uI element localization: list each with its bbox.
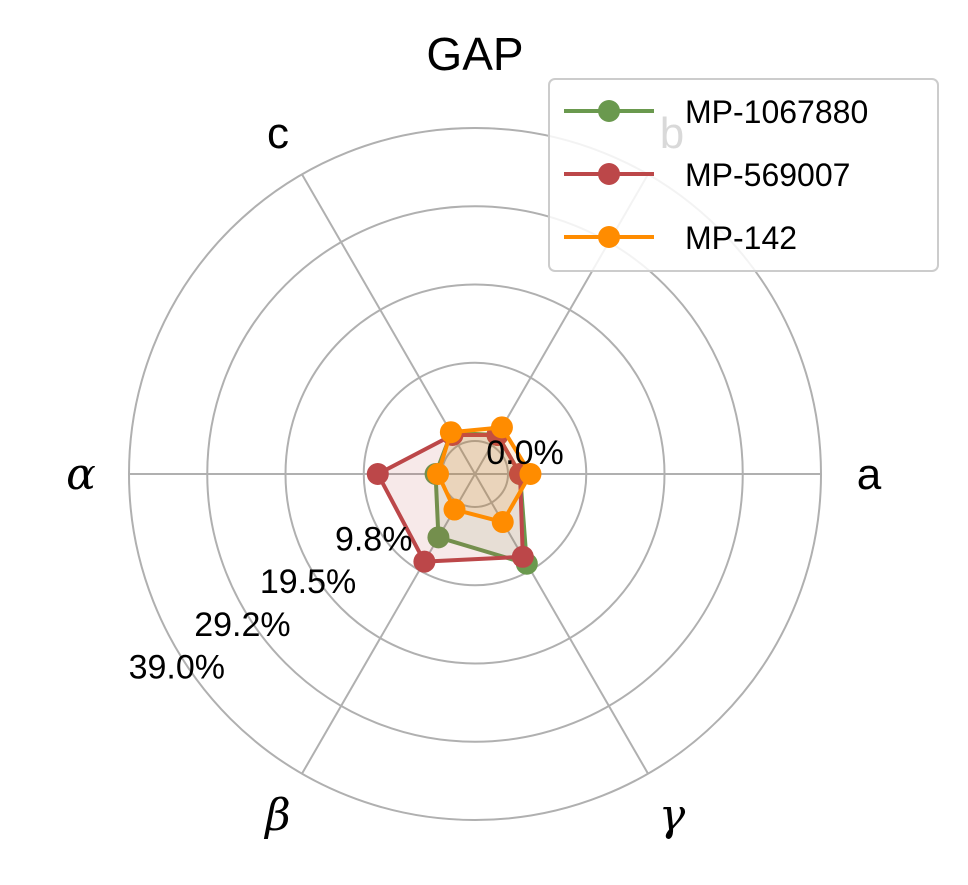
series-point xyxy=(490,416,513,439)
series-layer xyxy=(366,416,542,575)
legend-label: MP-1067880 xyxy=(685,94,868,130)
radial-tick-label: 19.5% xyxy=(260,563,356,601)
legend-item[interactable]: MP-1067880 xyxy=(564,94,868,130)
legend-swatch-marker xyxy=(598,100,620,122)
axis-label: γ xyxy=(659,790,686,841)
series-point xyxy=(427,526,450,549)
legend-frame xyxy=(548,78,939,272)
legend-swatch-marker xyxy=(598,163,620,185)
axis-label: α xyxy=(66,449,96,500)
series-group xyxy=(426,416,542,534)
axis-label: c xyxy=(267,109,289,158)
axis-label: β xyxy=(263,790,290,841)
radial-tick-label: 39.0% xyxy=(129,648,225,686)
legend-item[interactable]: MP-142 xyxy=(564,220,797,256)
label-layer: abcαβγ0.0%9.8%19.5%29.2%39.0% xyxy=(66,109,882,841)
radial-tick-label: 9.8% xyxy=(335,521,413,559)
axis-spoke xyxy=(301,473,476,775)
series-fill xyxy=(437,427,531,523)
series-point xyxy=(511,545,534,568)
legend-label: MP-569007 xyxy=(685,157,850,193)
legend[interactable]: MP-1067880 MP-569007 MP-142 xyxy=(548,78,939,272)
series-point xyxy=(426,463,449,485)
series-point xyxy=(443,498,466,521)
axis-label: a xyxy=(857,450,882,499)
series-point xyxy=(519,463,542,485)
legend-label: MP-142 xyxy=(685,220,797,256)
series-point xyxy=(366,463,389,485)
series-point xyxy=(439,421,462,444)
radial-tick-label: 0.0% xyxy=(486,434,564,472)
legend-swatch-marker xyxy=(598,226,620,248)
radial-tick-label: 29.2% xyxy=(194,606,290,644)
chart-title: GAP xyxy=(426,28,523,80)
series-point xyxy=(413,550,436,573)
series-point xyxy=(491,511,514,534)
legend-item[interactable]: MP-569007 xyxy=(564,157,850,193)
